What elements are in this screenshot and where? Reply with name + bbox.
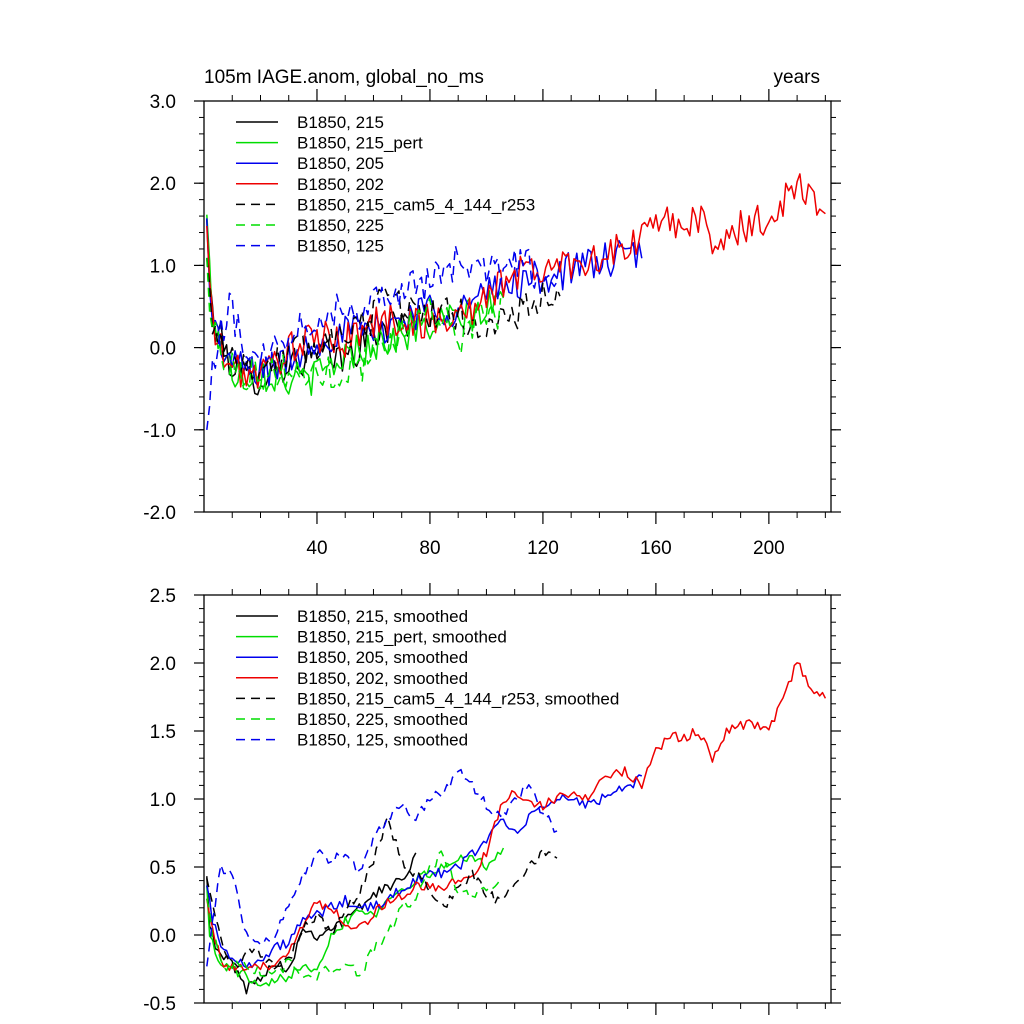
top-series-line [206,257,502,391]
top-x-tick-label: 40 [306,538,327,559]
top-series-line [206,173,826,389]
bottom-chart-frame [203,594,832,1004]
bottom-y-tick-label: 1.5 [150,722,176,743]
top-legend-label: B1850, 202 [297,175,384,194]
bottom-legend-label: B1850, 125, smoothed [297,731,468,750]
bottom-y-tick-label: 1.0 [150,790,176,811]
bottom-series-line [206,847,505,987]
bottom-chart: -0.5 0.0 0.5 1.0 1.5 2.0 2.5 B1850, 215, smoot… [143,583,841,1015]
top-legend-label: B1850, 215_pert [297,134,423,153]
top-legend-label: B1850, 215 [297,113,384,132]
top-x-tick-label: 200 [753,538,785,559]
bottom-series-line [206,662,827,972]
bottom-legend-label: B1850, 225, smoothed [297,710,468,729]
bottom-legend-label: B1850, 215_pert, smoothed [297,628,507,647]
top-x-tick-label: 160 [640,538,672,559]
bottom-y-tick-label: 0.5 [150,858,176,879]
bottom-series-line [206,852,417,995]
top-y-tick-label: 2.0 [150,174,176,195]
top-y-tick-label: -1.0 [143,421,176,442]
top-chart-title: 105m IAGE.anom, global_no_ms [204,67,484,88]
top-y-tick-label: 0.0 [150,339,176,360]
top-legend-label: B1850, 215_cam5_4_144_r253 [297,195,535,214]
bottom-y-tick-label: 2.0 [150,654,176,675]
top-chart-ticks: -2.0 -1.0 0.0 1.0 2.0 3.0 40 80 120 160 200 [143,89,841,559]
top-chart-frame [203,100,832,513]
top-legend-label: B1850, 225 [297,216,384,235]
bottom-y-tick-label: 2.5 [150,586,176,607]
bottom-y-tick-label: 0.0 [150,926,176,947]
top-series-line [206,258,561,380]
top-y-tick-label: 1.0 [150,256,176,277]
top-legend-label: B1850, 125 [297,237,384,256]
top-x-tick-label: 120 [527,538,559,559]
top-chart-units: years [774,67,820,88]
bottom-legend-label: B1850, 205, smoothed [297,648,468,667]
bottom-chart-legend: B1850, 215, smoothed B1850, 215_pert, smo… [236,607,619,750]
bottom-legend-label: B1850, 202, smoothed [297,669,468,688]
top-chart-lines [206,173,826,430]
bottom-chart-ticks: -0.5 0.0 0.5 1.0 1.5 2.0 2.5 [143,583,841,1015]
bottom-series-line [206,850,502,981]
top-x-tick-label: 80 [419,538,440,559]
bottom-legend-label: B1850, 215_cam5_4_144_r253, smoothed [297,689,619,708]
top-legend-label: B1850, 205 [297,154,384,173]
bottom-chart-lines [206,662,827,995]
bottom-legend-label: B1850, 215, smoothed [297,607,468,626]
bottom-series-line [206,774,643,969]
top-series-line [206,244,558,430]
bottom-series-line [206,816,558,970]
bottom-series-line [206,768,558,967]
top-chart: 105m IAGE.anom, global_no_ms years -2.0-… [143,67,841,559]
bottom-y-tick-label: -0.5 [143,994,176,1015]
top-y-tick-label: -2.0 [143,503,176,524]
top-y-tick-label: 3.0 [150,92,176,113]
